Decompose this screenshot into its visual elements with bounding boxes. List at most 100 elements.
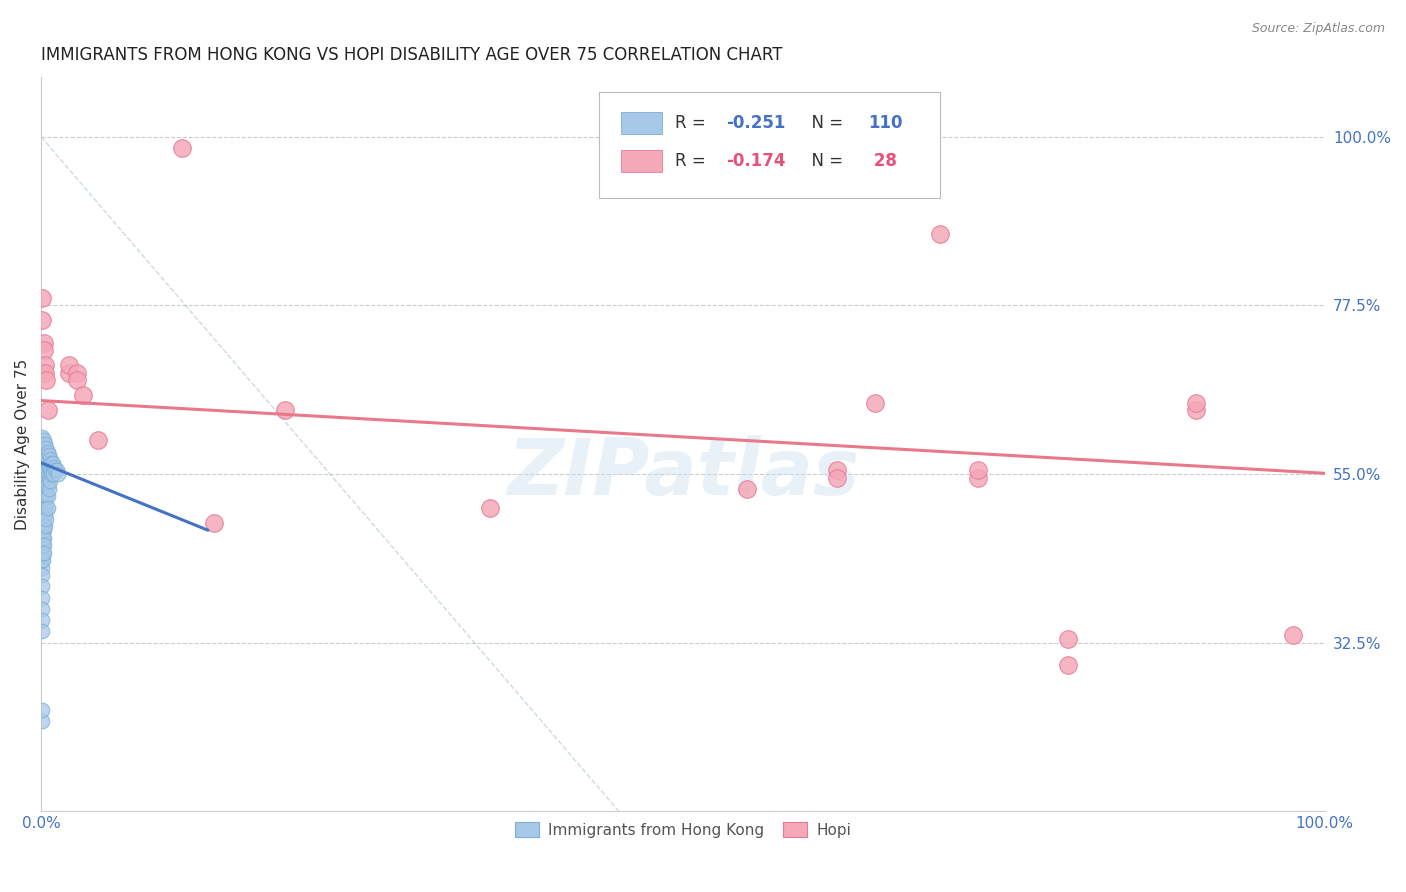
Point	[32, 471, 55, 485]
Point	[32, 523, 55, 537]
Point	[32, 434, 55, 448]
Point	[31, 602, 53, 616]
Text: Source: ZipAtlas.com: Source: ZipAtlas.com	[1251, 22, 1385, 36]
Point	[37, 490, 59, 504]
Text: ZIPatlas: ZIPatlas	[506, 435, 859, 511]
Point	[31, 579, 53, 593]
Point	[34, 519, 56, 533]
Point	[32, 343, 55, 358]
Text: -0.251: -0.251	[727, 114, 786, 132]
Point	[31, 429, 53, 443]
Point	[37, 467, 59, 481]
Point	[39, 463, 62, 477]
Legend: Immigrants from Hong Kong, Hopi: Immigrants from Hong Kong, Hopi	[509, 816, 858, 844]
Point	[32, 335, 55, 350]
FancyBboxPatch shape	[599, 92, 939, 198]
Text: IMMIGRANTS FROM HONG KONG VS HOPI DISABILITY AGE OVER 75 CORRELATION CHART: IMMIGRANTS FROM HONG KONG VS HOPI DISABI…	[41, 46, 783, 64]
Point	[35, 373, 58, 387]
Point	[202, 516, 225, 530]
Point	[41, 467, 63, 481]
Point	[38, 471, 60, 485]
Point	[31, 441, 53, 455]
Point	[32, 500, 55, 515]
Y-axis label: Disability Age Over 75: Disability Age Over 75	[15, 359, 30, 530]
Point	[31, 591, 53, 605]
Point	[172, 141, 194, 155]
Point	[32, 463, 55, 477]
Point	[31, 546, 53, 560]
Point	[32, 485, 55, 500]
Point	[1185, 403, 1208, 417]
Point	[32, 546, 55, 560]
Point	[41, 456, 63, 470]
Text: 110: 110	[868, 114, 903, 132]
Point	[32, 538, 55, 552]
Point	[58, 359, 80, 373]
Point	[32, 471, 55, 485]
Point	[1281, 628, 1303, 642]
Point	[44, 463, 66, 477]
Point	[31, 714, 53, 729]
Point	[32, 531, 55, 545]
Point	[825, 471, 848, 485]
Point	[31, 613, 53, 627]
Point	[38, 459, 60, 474]
Point	[825, 463, 848, 477]
Point	[38, 482, 60, 496]
Point	[32, 448, 55, 462]
Point	[37, 403, 59, 417]
Point	[34, 508, 56, 523]
Point	[42, 459, 65, 474]
Point	[32, 493, 55, 508]
Point	[34, 359, 56, 373]
Point	[31, 568, 53, 582]
Point	[32, 508, 55, 523]
Point	[35, 490, 58, 504]
Point	[32, 523, 55, 537]
Text: N =: N =	[801, 153, 848, 170]
Point	[37, 478, 59, 492]
Point	[34, 493, 56, 508]
Point	[865, 396, 887, 410]
Point	[35, 452, 58, 467]
Point	[35, 463, 58, 477]
Point	[66, 373, 89, 387]
Point	[32, 500, 55, 515]
Point	[31, 478, 53, 492]
Point	[35, 441, 58, 455]
Point	[86, 434, 108, 448]
Point	[72, 388, 94, 402]
Point	[39, 475, 62, 489]
Point	[34, 463, 56, 477]
Point	[32, 493, 55, 508]
Point	[1057, 632, 1080, 646]
Point	[32, 516, 55, 530]
Point	[31, 516, 53, 530]
Point	[34, 366, 56, 380]
Point	[34, 471, 56, 485]
Point	[32, 546, 55, 560]
Point	[37, 500, 59, 515]
Point	[34, 456, 56, 470]
Point	[928, 227, 950, 242]
Text: R =: R =	[675, 114, 711, 132]
FancyBboxPatch shape	[621, 112, 662, 134]
Point	[31, 463, 53, 477]
Point	[32, 444, 55, 458]
Point	[46, 467, 69, 481]
Point	[34, 500, 56, 515]
Point	[34, 448, 56, 462]
Point	[32, 456, 55, 470]
Point	[274, 403, 297, 417]
Point	[31, 485, 53, 500]
Point	[35, 478, 58, 492]
Point	[967, 471, 990, 485]
Point	[45, 463, 67, 477]
Point	[32, 485, 55, 500]
Point	[31, 471, 53, 485]
Point	[31, 291, 53, 305]
Point	[41, 456, 63, 470]
FancyBboxPatch shape	[621, 151, 662, 172]
Point	[39, 452, 62, 467]
Text: N =: N =	[801, 114, 848, 132]
